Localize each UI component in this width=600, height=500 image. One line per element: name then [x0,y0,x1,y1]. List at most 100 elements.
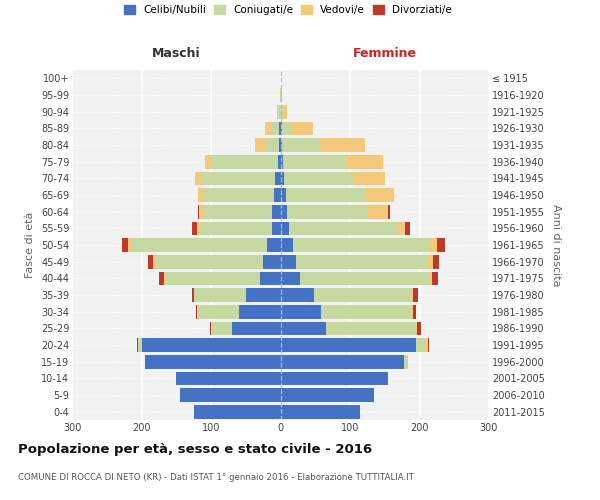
Bar [281,372,388,385]
Bar [137,338,138,352]
Bar [266,238,281,252]
Bar [411,288,413,302]
Bar [281,222,289,235]
Bar [345,155,383,168]
Bar [272,122,279,135]
Bar [284,105,287,118]
Bar [289,222,397,235]
Bar [279,122,281,135]
Bar [164,272,166,285]
Bar [281,88,282,102]
Bar [397,222,405,235]
Bar [281,288,314,302]
Bar [428,338,429,352]
Bar [353,172,385,185]
Bar [122,238,128,252]
Bar [281,322,326,335]
Bar [232,322,281,335]
Bar [278,155,281,168]
Bar [293,238,428,252]
Bar [148,255,154,268]
Bar [281,272,300,285]
Bar [281,205,287,218]
Bar [166,272,260,285]
Bar [428,255,433,268]
Bar [272,205,281,218]
Bar [281,188,286,202]
Bar [199,222,272,235]
Bar [204,188,274,202]
Bar [191,222,197,235]
Bar [138,338,142,352]
Bar [196,305,197,318]
Legend: Celibi/Nubili, Coniugati/e, Vedovi/e, Divorziati/e: Celibi/Nubili, Coniugati/e, Vedovi/e, Di… [124,5,452,15]
Bar [326,322,416,335]
Bar [180,388,281,402]
Bar [195,172,202,185]
Bar [131,238,266,252]
Bar [428,272,432,285]
Text: Maschi: Maschi [152,47,200,60]
Bar [199,188,204,202]
Bar [194,288,246,302]
Bar [197,222,199,235]
Bar [427,338,428,352]
Bar [320,138,365,152]
Bar [272,222,281,235]
Bar [416,322,418,335]
Bar [314,288,411,302]
Bar [279,138,281,152]
Bar [405,222,410,235]
Bar [404,355,407,368]
Bar [283,155,345,168]
Bar [255,138,265,152]
Bar [194,405,281,418]
Text: COMUNE DI ROCCA DI NETO (KR) - Dati ISTAT 1° gennaio 2016 - Elaborazione TUTTITA: COMUNE DI ROCCA DI NETO (KR) - Dati ISTA… [18,472,414,482]
Bar [281,255,296,268]
Bar [418,322,421,335]
Bar [296,255,428,268]
Bar [154,255,155,268]
Bar [128,238,131,252]
Bar [142,338,281,352]
Text: Popolazione per età, sesso e stato civile - 2016: Popolazione per età, sesso e stato civil… [18,442,372,456]
Bar [411,305,413,318]
Bar [416,338,427,352]
Bar [428,238,437,252]
Bar [159,272,164,285]
Bar [281,238,293,252]
Bar [155,255,263,268]
Bar [413,305,416,318]
Bar [203,205,272,218]
Bar [281,355,404,368]
Bar [246,288,281,302]
Bar [281,122,282,135]
Bar [274,188,281,202]
Bar [176,372,281,385]
Bar [197,305,239,318]
Bar [145,355,281,368]
Bar [281,172,284,185]
Bar [366,188,394,202]
Bar [278,105,281,118]
Bar [367,205,388,218]
Bar [202,172,275,185]
Bar [282,138,320,152]
Bar [209,322,211,335]
Bar [281,405,361,418]
Bar [287,205,367,218]
Bar [191,288,194,302]
Bar [300,272,428,285]
Bar [281,305,321,318]
Bar [281,388,374,402]
Bar [281,105,284,118]
Bar [265,122,272,135]
Bar [286,188,366,202]
Bar [205,155,212,168]
Bar [199,205,203,218]
Bar [277,105,278,118]
Text: Femmine: Femmine [353,47,417,60]
Bar [321,305,411,318]
Bar [239,305,281,318]
Bar [211,322,232,335]
